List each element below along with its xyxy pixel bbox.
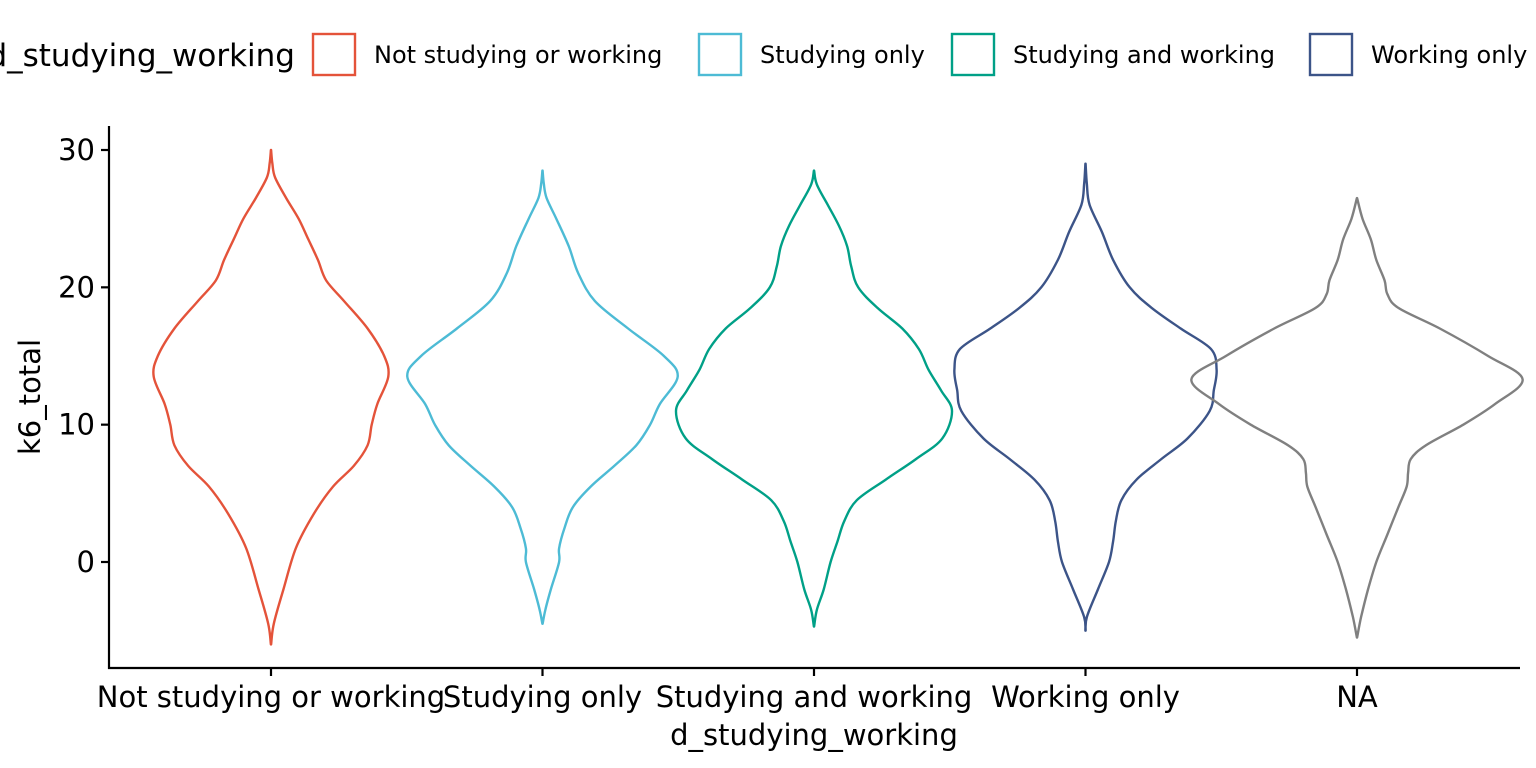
violin-working-only: [953, 162, 1218, 632]
y-tick-label-20: 20: [58, 270, 95, 304]
y-tick-label-30: 30: [58, 133, 95, 167]
y-axis-title: k6_total: [13, 339, 47, 455]
legend-label-studying-and-working: Studying and working: [1013, 41, 1275, 69]
legend-key-studying-only: [697, 32, 743, 77]
violin-studying-and-working: [674, 169, 954, 628]
y-tick-label-10: 10: [58, 408, 95, 442]
x-tick-label-working-only: Working only: [991, 680, 1180, 714]
legend-label-working-only: Working only: [1371, 41, 1527, 69]
x-tick-label-studying-only: Studying only: [443, 680, 642, 714]
violin-studying-only: [406, 169, 679, 625]
legend-item-studying-and-working: Studying and working: [950, 32, 1275, 77]
x-axis-title: d_studying_working: [670, 718, 958, 752]
legend-item-working-only: Working only: [1308, 32, 1527, 77]
y-tick-label-0: 0: [77, 545, 95, 579]
legend-key-not-studying-or-working: [311, 32, 357, 77]
legend-label-studying-only: Studying only: [760, 41, 925, 69]
violin-not-studying-or-working: [152, 148, 390, 646]
legend-item-studying-only: Studying only: [697, 32, 925, 77]
legend-label-not-studying-or-working: Not studying or working: [374, 41, 662, 69]
violin-na: [1190, 196, 1524, 639]
legend: d_studying_working Not studying or worki…: [0, 32, 1527, 77]
legend-item-not-studying-or-working: Not studying or working: [311, 32, 662, 77]
x-tick-label-not-studying-or-working: Not studying or working: [97, 680, 445, 714]
legend-key-studying-and-working: [950, 32, 996, 77]
legend-title: d_studying_working: [0, 38, 295, 74]
x-tick-label-studying-and-working: Studying and working: [656, 680, 973, 714]
x-tick-label-na: NA: [1336, 680, 1378, 714]
legend-key-working-only: [1308, 32, 1354, 77]
